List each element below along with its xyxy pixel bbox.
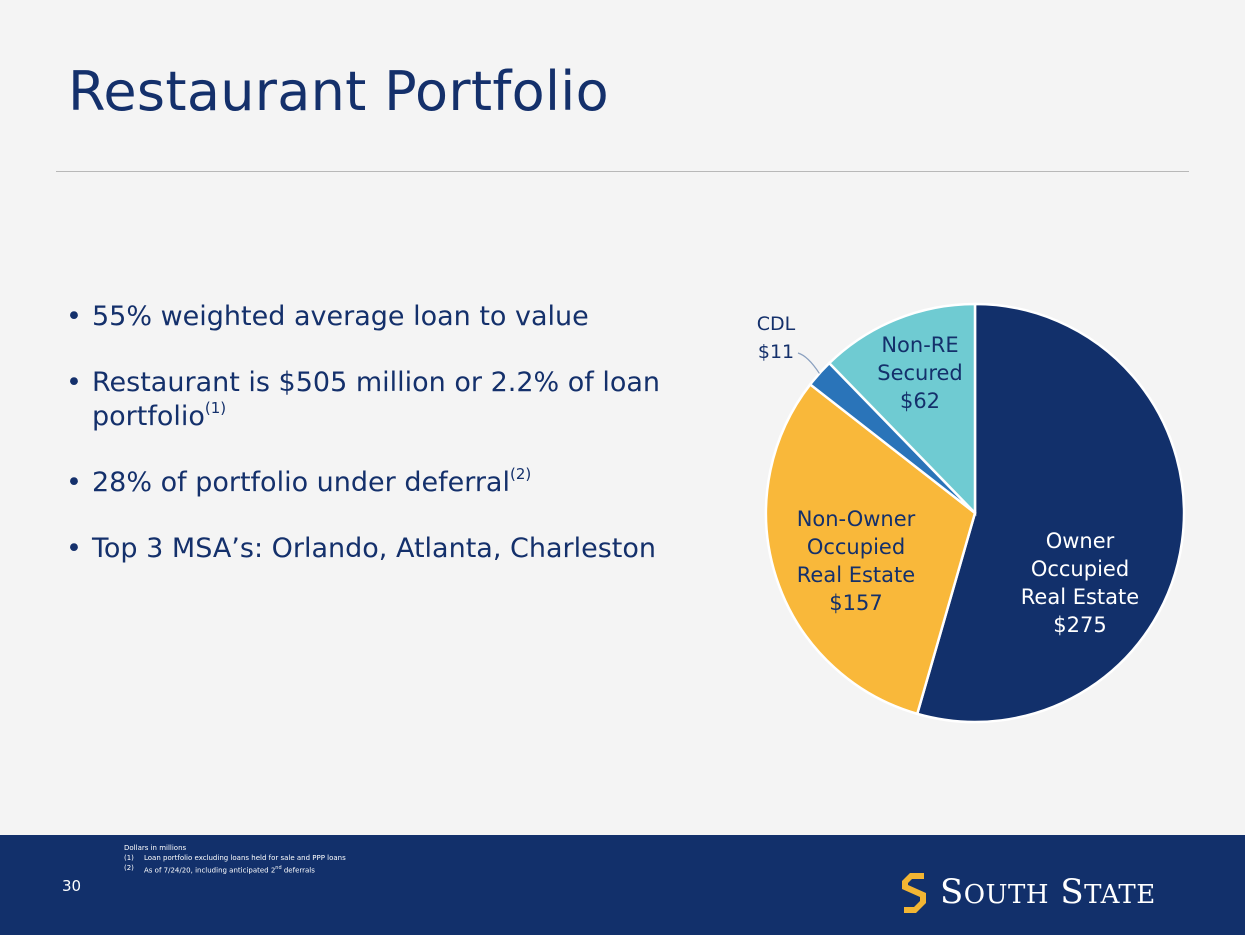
pie-chart: Owner Occupied Real Estate $275 Non-Owner Occ…	[757, 302, 1186, 724]
logo: SOUTH STATE	[898, 867, 1156, 917]
bullet-text: 28% of portfolio under deferral	[92, 467, 510, 498]
footer-bar: Dollars in millions (1) Loan portfolio e…	[0, 835, 1245, 935]
footnote-marker: (2)	[124, 864, 134, 872]
footnote-text: As of 7/24/20, including anticipated 2nd…	[144, 865, 315, 875]
footnote-row: (1) Loan portfolio excluding loans held …	[124, 853, 346, 863]
bullet-text: 55% weighted average loan to value	[92, 301, 589, 332]
slice-label: Owner Occupied Real Estate $275	[1021, 529, 1139, 637]
page-title: Restaurant Portfolio	[68, 60, 609, 123]
slice-label: Non-RE Secured $62	[877, 333, 963, 413]
pie-slice	[915, 302, 1186, 724]
footnote-ref: (2)	[509, 465, 532, 483]
pie-slice	[827, 302, 977, 517]
page-number: 30	[62, 877, 82, 895]
footnote-units: Dollars in millions	[124, 844, 187, 852]
bullet-item: Restaurant is $505 million or 2.2% of lo…	[66, 366, 706, 434]
leader-line	[797, 352, 820, 374]
bullet-text: Restaurant is $505 million or 2.2% of lo…	[92, 367, 661, 432]
pie-slice	[764, 382, 977, 716]
south-state-s-icon	[902, 873, 926, 913]
footnote-row: (2) As of 7/24/20, including anticipated…	[124, 863, 346, 875]
footnotes: Dollars in millions (1) Loan portfolio e…	[124, 843, 346, 875]
footnote-ref: (1)	[204, 399, 227, 417]
bullet-item: 55% weighted average loan to value	[66, 300, 706, 334]
logo-text: SOUTH STATE	[940, 872, 1156, 912]
footnote-marker: (1)	[124, 854, 134, 862]
slice-label: CDL $11	[757, 313, 796, 363]
bullet-item: 28% of portfolio under deferral(2)	[66, 466, 706, 500]
bullet-list: 55% weighted average loan to value Resta…	[66, 300, 706, 598]
title-divider	[56, 171, 1189, 172]
slice-label: Non-Owner Occupied Real Estate $157	[797, 507, 916, 615]
bullet-text: Top 3 MSA’s: Orlando, Atlanta, Charlesto…	[92, 533, 657, 564]
bullet-item: Top 3 MSA’s: Orlando, Atlanta, Charlesto…	[66, 532, 706, 566]
footnote-text: Loan portfolio excluding loans held for …	[144, 854, 346, 862]
